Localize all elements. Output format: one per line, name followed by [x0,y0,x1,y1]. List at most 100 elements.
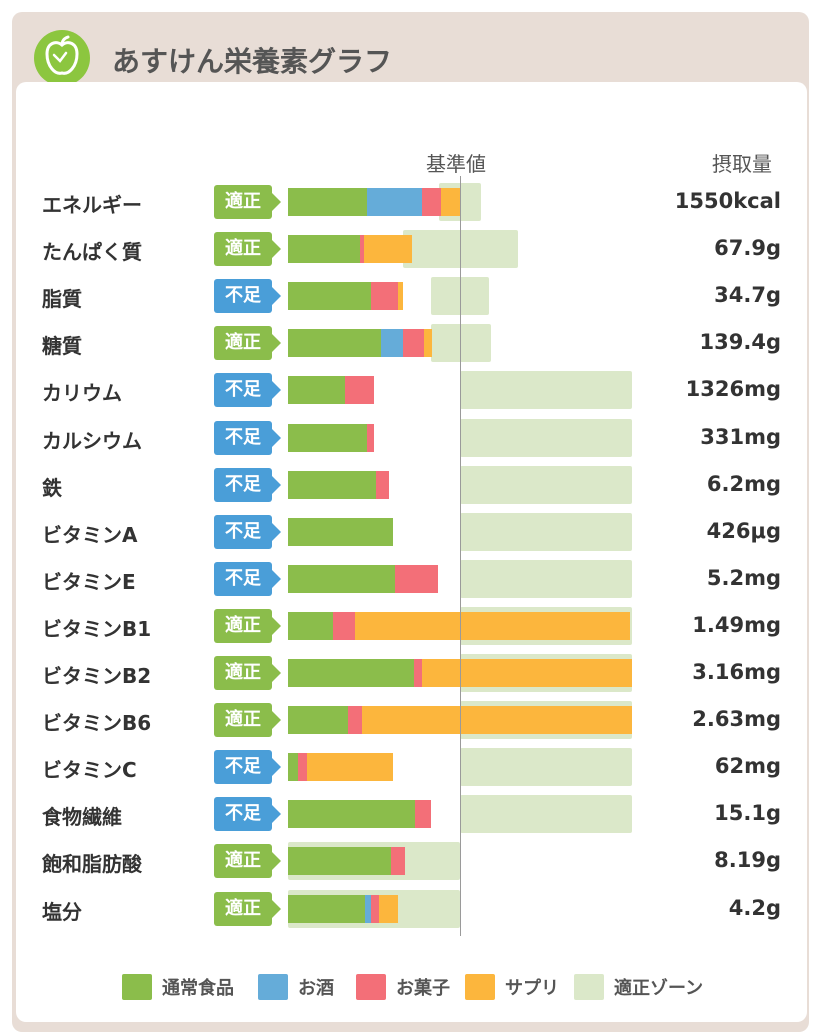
chart-row: たんぱく質 適正 67.9g [0,228,823,275]
appropriate-zone [460,418,632,457]
segment-snacks [413,659,423,687]
status-badge-label: 不足 [225,473,261,495]
intake-value: 139.4g [699,330,781,355]
chart-row: カルシウム 不足 331mg [0,417,823,464]
status-badge-label: 適正 [225,709,261,731]
nutrient-label: カルシウム [42,428,142,453]
legend-swatch [258,974,288,1000]
status-badge: 適正 [214,656,281,690]
nutrient-label: ビタミンE [42,569,136,594]
status-badge-label: 適正 [225,332,261,354]
status-badge: 不足 [214,797,281,832]
segment-snacks [403,329,424,358]
legend-label: 適正ゾーン [614,978,704,999]
status-badge-label: 適正 [225,614,261,636]
segment-supplement [441,188,460,216]
intake-value: 62mg [714,754,781,779]
legend-swatch [356,974,386,1000]
legend-swatch [574,974,604,1000]
status-badge: 不足 [214,373,281,408]
segment-supplement [363,235,412,264]
intake-value: 6.2mg [706,471,781,496]
status-badge-label: 不足 [225,803,261,825]
status-badge-label: 適正 [225,897,261,919]
intake-value: 426μg [706,518,781,543]
intake-value: 4.2g [728,895,781,920]
appropriate-zone [460,559,632,598]
status-badge-label: 不足 [225,567,261,589]
segment-alcohol [365,894,371,923]
segment-ordinary-food [288,282,371,311]
intake-value: 67.9g [714,236,781,261]
segment-snacks [375,470,390,499]
segment-snacks [344,376,374,405]
nutrient-label: 食物繊維 [42,805,122,830]
chart-row: ビタミンC 不足 62mg [0,746,823,793]
appropriate-zone [430,277,490,316]
header: あすけん栄養素グラフ [12,12,809,100]
chart-row: 脂質 不足 34.7g [0,275,823,322]
chart-row: ビタミンA 不足 426μg [0,511,823,558]
intake-value: 15.1g [714,801,781,826]
chart-row: 鉄 不足 6.2mg [0,464,823,511]
status-badge: 不足 [214,750,281,785]
appropriate-zone [460,795,632,834]
status-badge-label: 不足 [225,426,261,448]
segment-supplement [306,753,393,782]
segment-snacks [422,188,442,216]
nutrient-label: ビタミンB1 [42,616,152,641]
segment-ordinary-food [288,564,395,593]
intake-value: 1.49mg [692,612,781,637]
status-badge-label: 不足 [225,379,261,401]
status-badge-label: 不足 [225,520,261,542]
segment-snacks [332,611,356,640]
chart-row: ビタミンB6 適正 2.63mg [0,699,823,746]
chart-row: 塩分 適正 4.2g [0,888,823,935]
intake-column-header: 摂取量 [712,152,772,176]
segment-snacks [360,235,364,264]
status-badge: 適正 [214,608,281,643]
nutrient-label: ビタミンB6 [42,711,152,736]
segment-snacks [367,423,374,452]
intake-value: 1326mg [685,377,781,402]
nutrient-label: たんぱく質 [42,240,142,265]
intake-value: 8.19g [714,848,781,873]
status-badge: 適正 [214,844,281,879]
chart-row: ビタミンE 不足 5.2mg [0,558,823,605]
intake-value: 331mg [700,424,781,449]
segment-ordinary-food [288,659,414,687]
segment-snacks [370,282,399,311]
intake-value: 34.7g [714,283,781,308]
segment-ordinary-food [288,800,416,829]
status-badge: 適正 [214,185,281,219]
chart-row: エネルギー 適正 1550kcal [0,181,823,228]
segment-ordinary-food [288,188,368,216]
segment-ordinary-food [288,706,349,735]
nutrient-label: ビタミンB2 [42,664,152,688]
segment-ordinary-food [288,235,361,264]
nutrient-label: エネルギー [42,193,142,217]
chart-row: ビタミンB1 適正 1.49mg [0,605,823,652]
status-badge: 適正 [214,891,281,926]
segment-alcohol [380,329,404,358]
status-badge: 不足 [214,561,281,596]
nutrient-label: 鉄 [42,475,62,500]
nutrient-label: 糖質 [42,334,82,359]
segment-snacks [370,894,380,923]
segment-supplement [361,706,632,735]
legend-swatch [122,974,152,1000]
legend: 通常食品 お酒 お菓子 サプリ 適正ゾーン [0,972,823,1002]
status-badge: 不足 [214,467,281,502]
apple-scale-icon [34,30,90,86]
chart-row: カリウム 不足 1326mg [0,369,823,416]
segment-supplement [422,659,632,687]
segment-snacks [348,706,362,735]
intake-value: 1550kcal [674,189,781,213]
status-badge: 適正 [214,232,281,267]
intake-value: 2.63mg [692,707,781,732]
segment-ordinary-food [288,329,381,358]
segment-ordinary-food [288,423,368,452]
nutrient-label: 脂質 [42,287,82,312]
appropriate-zone [460,512,632,551]
segment-supplement [398,282,404,311]
